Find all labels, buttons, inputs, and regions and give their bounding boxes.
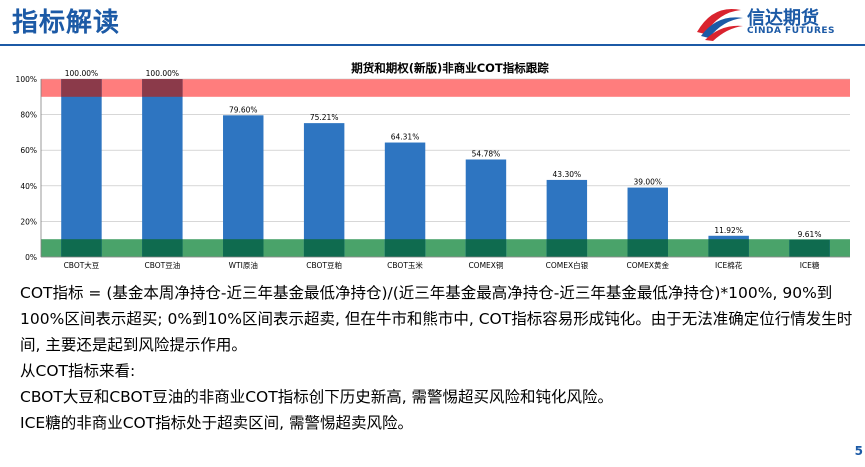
logo-name-cn: 信达期货 — [747, 8, 819, 29]
cinda-logo-icon — [697, 8, 743, 41]
bar-overbought-segment — [142, 79, 183, 97]
bar-oversold-segment — [627, 239, 668, 257]
cot-soy-note: CBOT大豆和CBOT豆油的非商业COT指标创下历史新高, 需警惕超买风险和钝化… — [20, 388, 614, 406]
brand-logo: 信达期货 CINDA FUTURES — [693, 2, 863, 42]
bar-oversold-segment — [142, 239, 183, 257]
explanation-text: COT指标 = (基金本周净持仓-近三年基金最低净持仓)/(近三年基金最高净持仓… — [20, 280, 860, 436]
bar — [142, 79, 183, 257]
page-title: 指标解读 — [12, 8, 121, 38]
x-tick-label: CBOT豆粕 — [306, 260, 342, 270]
cot-definition: COT指标 = (基金本周净持仓-近三年基金最低净持仓)/(近三年基金最高净持仓… — [20, 284, 853, 354]
y-tick-label: 60% — [20, 146, 37, 155]
y-tick-label: 80% — [20, 111, 37, 120]
bar-oversold-segment — [61, 239, 102, 257]
page-number: 5 — [854, 444, 863, 458]
bar — [61, 79, 102, 257]
chart-title: 期货和期权(新版)非商业COT指标跟踪 — [351, 61, 549, 75]
value-label: 75.21% — [310, 113, 339, 122]
x-tick-label: ICE糖 — [800, 260, 820, 270]
x-tick-label: CBOT玉米 — [387, 260, 423, 270]
cot-bar-chart: 期货和期权(新版)非商业COT指标跟踪 100.00% 100.00% 79.60%… — [16, 61, 850, 270]
x-tick-label: CBOT大豆 — [64, 260, 100, 270]
bars — [61, 79, 830, 258]
header: 指标解读 信达期货 CINDA FUTURES — [0, 0, 865, 48]
overbought-band — [41, 79, 850, 97]
y-tick-label: 100% — [16, 75, 37, 84]
logo-name-en: CINDA FUTURES — [747, 26, 836, 36]
value-label: 11.92% — [714, 226, 743, 235]
bar-overbought-segment — [61, 79, 102, 97]
cot-summary-heading: 从COT指标来看: — [20, 362, 136, 380]
y-tick-label: 20% — [20, 217, 37, 226]
value-label: 54.78% — [472, 149, 501, 158]
title-divider — [0, 44, 865, 46]
x-tick-label: CBOT豆油 — [144, 260, 180, 270]
bar-oversold-segment — [789, 239, 830, 257]
y-tick-label: 40% — [20, 182, 37, 191]
y-tick-label: 0% — [25, 253, 37, 262]
bar-oversold-segment — [465, 239, 507, 257]
bar — [303, 123, 345, 258]
value-label: 39.00% — [633, 178, 662, 187]
x-tick-label: WTI原油 — [229, 260, 258, 270]
cot-sugar-note: ICE糖的非商业COT指标处于超卖区间, 需警惕超卖风险。 — [20, 414, 414, 432]
bar-oversold-segment — [708, 239, 749, 257]
x-tick-label: COMEX黄金 — [627, 260, 670, 270]
value-label: 64.31% — [391, 133, 420, 142]
x-tick-label: COMEX铜 — [468, 260, 503, 270]
bar-oversold-segment — [546, 239, 588, 257]
bar — [223, 115, 264, 257]
bar-oversold-segment — [384, 239, 426, 257]
value-label: 100.00% — [146, 69, 179, 78]
bar-oversold-segment — [223, 239, 264, 257]
value-labels: 100.00% 100.00% 79.60% 75.21% 64.31% 54.78% 43… — [65, 69, 822, 239]
value-label: 9.61% — [798, 230, 822, 239]
x-tick-label: COMEX白银 — [546, 260, 589, 270]
value-label: 79.60% — [229, 105, 258, 114]
axes: 0% 20% 40% 60% 80% 100% CBOT大豆 CBOT豆油 WTI原油 CBOT豆… — [16, 75, 850, 270]
value-label: 43.30% — [553, 170, 582, 179]
bar-oversold-segment — [303, 239, 345, 257]
value-label: 100.00% — [65, 69, 98, 78]
bar — [384, 142, 426, 257]
x-tick-label: ICE棉花 — [715, 260, 743, 270]
